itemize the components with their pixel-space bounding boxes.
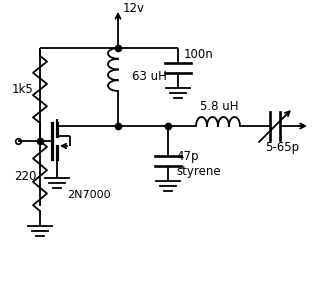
Text: 1k5: 1k5 — [12, 83, 34, 96]
Text: 5-65p: 5-65p — [265, 141, 299, 155]
Text: 63 uH: 63 uH — [132, 69, 167, 83]
Text: 2N7000: 2N7000 — [67, 190, 111, 200]
Text: 12v: 12v — [123, 2, 145, 15]
Text: 100n: 100n — [184, 47, 214, 61]
Text: 47p
styrene: 47p styrene — [176, 150, 221, 178]
Text: 5.8 uH: 5.8 uH — [200, 99, 239, 113]
Text: 220: 220 — [14, 170, 36, 182]
